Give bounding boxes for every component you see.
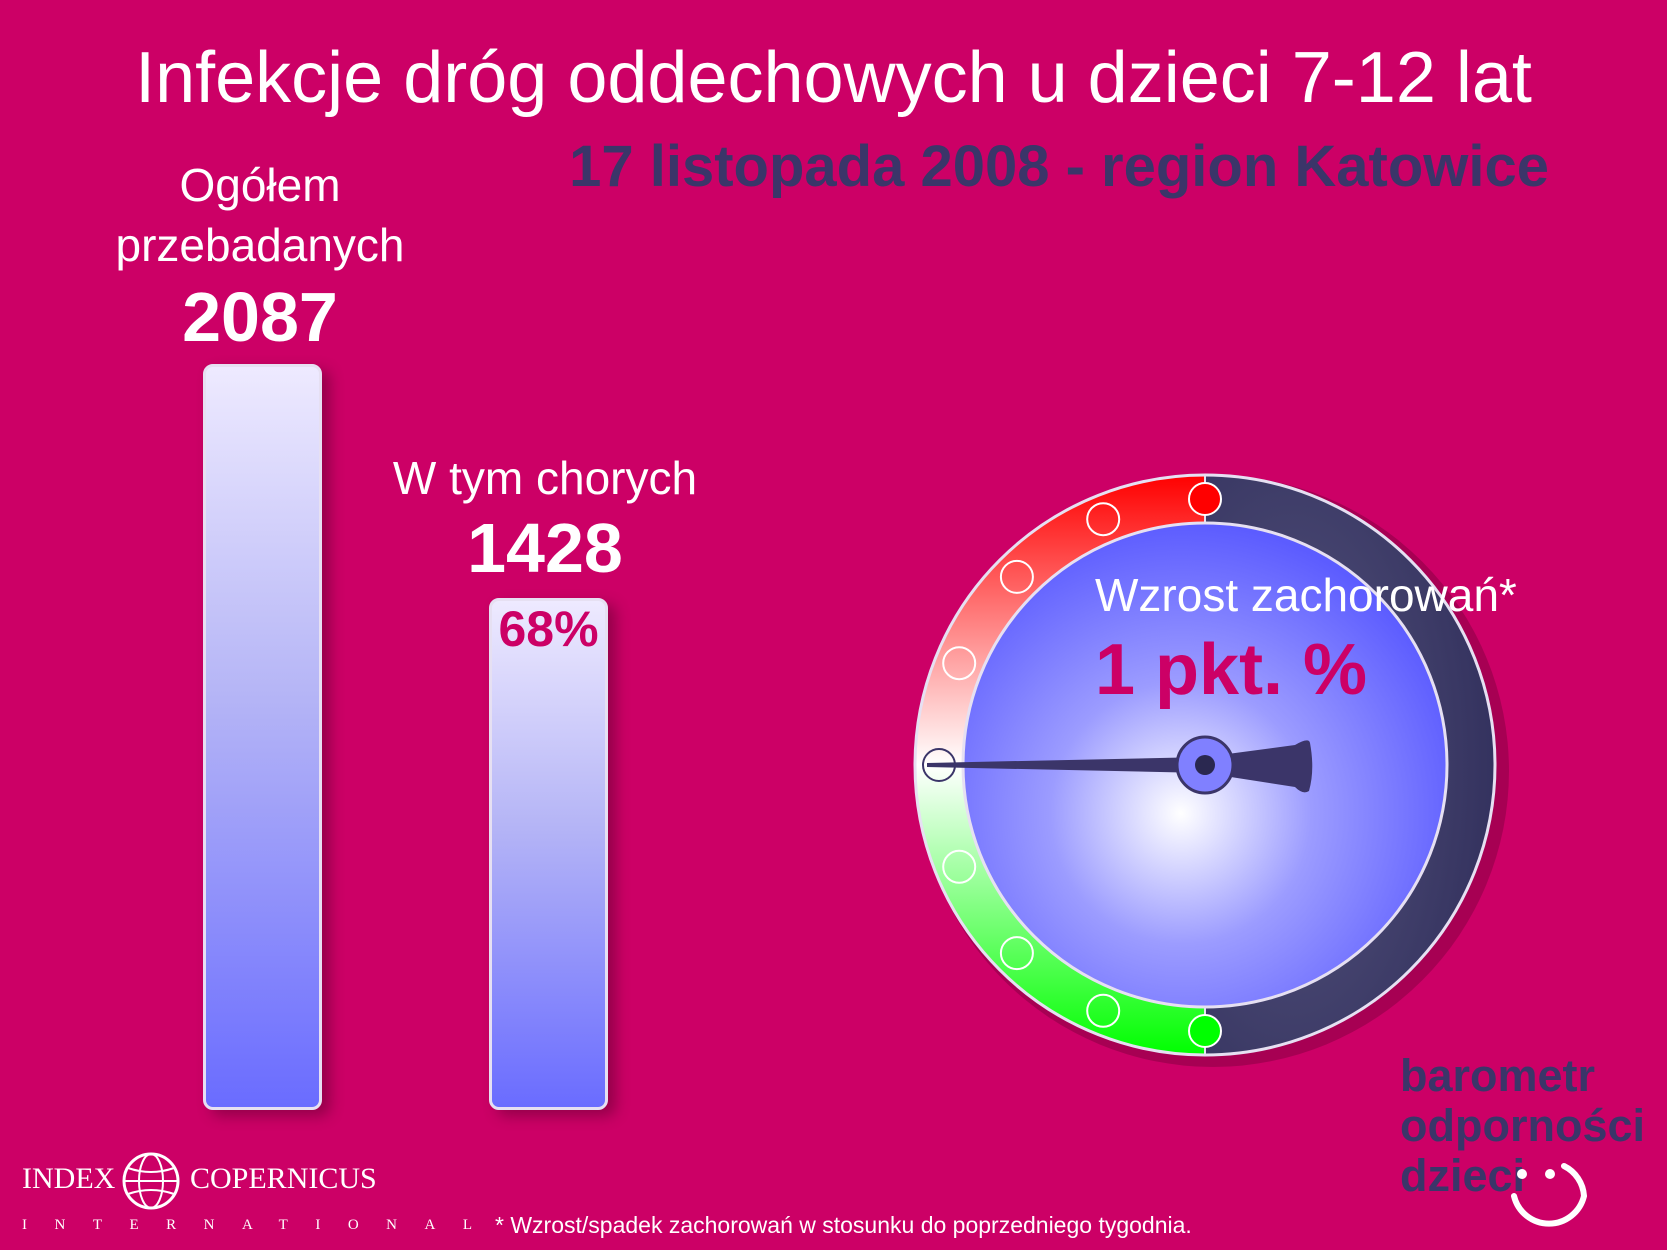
gauge-needle-pointer (927, 757, 1205, 773)
gauge-tick-5 (942, 849, 977, 884)
gauge-tick-7 (1086, 993, 1121, 1028)
bar-label-total: Ogółem przebadanych 2087 (100, 155, 420, 355)
bar-percent-sick: 68% (498, 601, 599, 657)
bar-label-sick: W tym chorych 1428 (360, 448, 730, 586)
gauge-tick-2 (999, 559, 1034, 594)
gauge-tick-6 (999, 936, 1034, 971)
gauge-value: 1 pkt. % (1095, 630, 1368, 710)
footnote: * Wzrost/spadek zachorowań w stosunku do… (495, 1212, 1192, 1238)
gauge-ticks (922, 482, 1222, 1048)
gauge-needle-tail (1205, 740, 1313, 793)
gauge-tick-3 (942, 646, 977, 681)
gauge-tick-0 (1188, 482, 1222, 516)
chart-subtitle: 17 listopada 2008 - region Katowice (569, 134, 1549, 199)
brand-line2: odporności (1400, 1100, 1645, 1151)
logo-copernicus: COPERNICUS (190, 1162, 377, 1195)
gauge-needle (927, 735, 1313, 795)
bar-total (203, 364, 322, 1110)
smiley-icon (1511, 1163, 1588, 1227)
bar-value-sick: 1428 (467, 509, 623, 587)
bar-value-total: 2087 (182, 278, 338, 356)
brand-line3: dzieci (1400, 1150, 1526, 1201)
logo-international: INTERNATIONAL (22, 1217, 500, 1233)
chart-title: Infekcje dróg oddechowych u dzieci 7-12 … (135, 38, 1532, 118)
bar-label-total-line2: przebadanych (115, 219, 405, 271)
globe-icon (122, 1152, 180, 1210)
gauge (913, 473, 1509, 1067)
bar-label-sick-line1: W tym chorych (392, 452, 698, 504)
gauge-tick-1 (1086, 502, 1121, 537)
gauge-tick-8 (1188, 1014, 1222, 1048)
bar-sick (489, 598, 608, 1110)
gauge-title: Wzrost zachorowań* (1095, 569, 1517, 621)
bar-label-total-line1: Ogółem (179, 159, 341, 211)
gauge-hub-center (1195, 755, 1215, 775)
logo-index: INDEX (22, 1162, 116, 1195)
brand-line1: barometr (1400, 1050, 1596, 1101)
